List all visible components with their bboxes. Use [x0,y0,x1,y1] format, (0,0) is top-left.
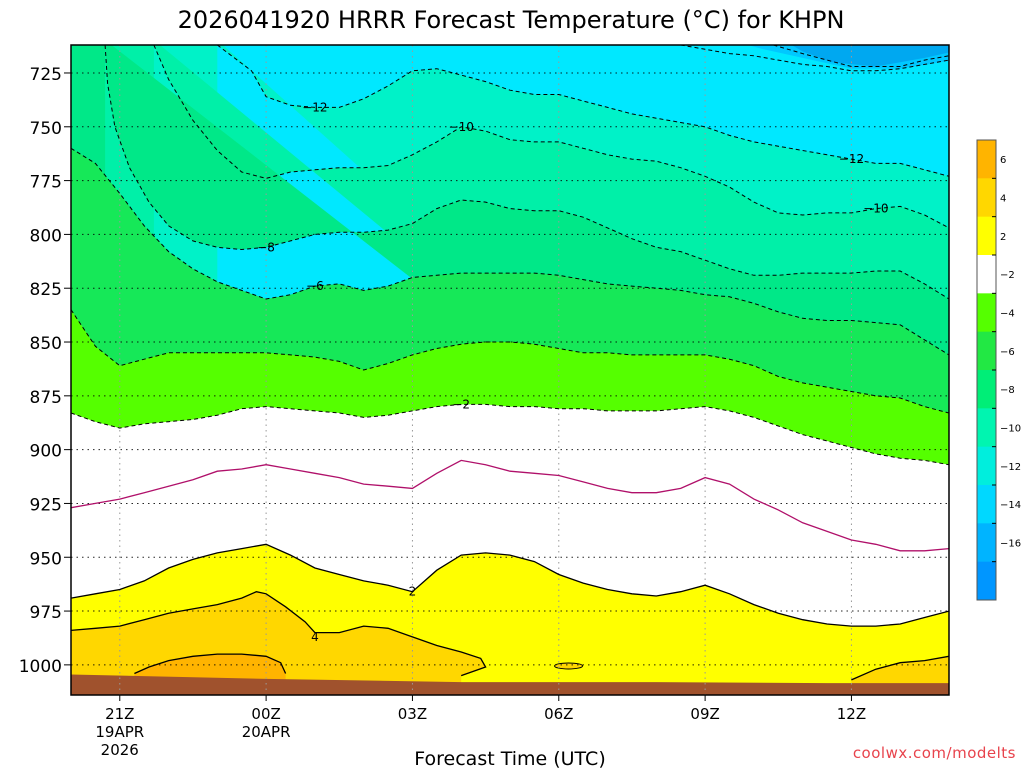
colorbar-swatch [977,293,996,332]
x-tick-date: 20APR [242,723,291,741]
colorbar-label: 6 [1000,155,1006,166]
y-tick-label: 925 [30,495,62,515]
x-tick-label: 00Z [251,705,280,723]
colorbar-label: −4 [1000,309,1015,320]
colorbar-label: −10 [1000,424,1021,435]
colorbar-label: −16 [1000,539,1021,550]
y-tick-label: 750 [30,119,62,139]
colorbar: 6 4 2 −2 −4 −6 −8 −10 −12 −14 −16 [977,140,1021,601]
y-axis: 725 750 775 800 825 850 875 900 925 950 975 1000 [19,65,71,677]
colorbar-swatch [977,178,996,217]
colorbar-swatch [977,370,996,409]
colorbar-label: −14 [1000,500,1021,511]
contour-label: −8 [257,240,275,254]
contour-label: −2 [452,397,470,411]
colorbar-swatch [977,562,996,601]
contour-label: −6 [306,279,324,293]
x-tick-date: 19APR [95,723,144,741]
colorbar-swatch [977,523,996,562]
colorbar-swatch [977,140,996,179]
contour-label: −10 [449,120,474,134]
x-tick-label: 09Z [690,705,719,723]
contour-label: −12 [302,100,327,114]
colorbar-label: −8 [1000,385,1015,396]
forecast-chart: 2026041920 HRRR Forecast Temperature (°C… [0,0,1024,768]
x-tick-label: 06Z [544,705,573,723]
colorbar-label: 4 [1000,194,1006,205]
y-tick-label: 975 [30,603,62,623]
colorbar-label: 2 [1000,232,1006,243]
x-tick-label: 21Z [105,705,134,723]
x-axis-label: Forecast Time (UTC) [414,748,605,768]
x-tick-year: 2026 [101,741,139,759]
warm-island [555,663,583,669]
colorbar-swatch [977,408,996,447]
y-tick-label: 800 [30,226,62,246]
colorbar-swatch [977,332,996,371]
colorbar-label: −2 [1000,270,1015,281]
colorbar-swatch [977,217,996,256]
y-tick-label: 725 [30,65,62,85]
y-tick-label: 825 [30,280,62,300]
credit-text: coolwx.com/modelts [853,744,1016,762]
colorbar-swatch [977,255,996,294]
x-tick-label: 12Z [837,705,866,723]
y-tick-label: 950 [30,549,62,569]
chart-title: 2026041920 HRRR Forecast Temperature (°C… [178,6,845,34]
colorbar-label: −12 [1000,462,1021,473]
colorbar-swatch [977,447,996,486]
colorbar-label: −6 [1000,347,1015,358]
contour-label: −10 [863,202,888,216]
contour-label: 2 [409,585,417,599]
plot-area: −12 −12 −10 −10 −8 −6 −2 2 4 [0,0,954,700]
x-tick-label: 03Z [398,705,427,723]
y-tick-label: 1000 [19,657,62,677]
contour-label: −12 [839,152,864,166]
y-tick-label: 850 [30,334,62,354]
y-tick-label: 900 [30,442,62,462]
colorbar-swatch [977,485,996,524]
y-tick-label: 775 [30,173,62,193]
y-tick-label: 875 [30,388,62,408]
contour-label: 4 [311,630,319,644]
